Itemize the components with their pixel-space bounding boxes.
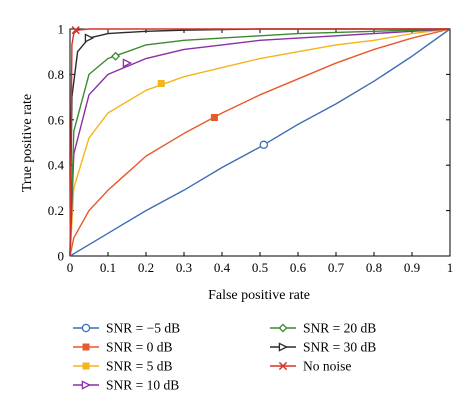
legend-item: SNR = 0 dB xyxy=(73,340,173,355)
legend-label: SNR = 30 dB xyxy=(303,340,376,355)
series-3 xyxy=(69,28,451,257)
x-tick-label: 0.8 xyxy=(366,260,382,275)
legend-marker xyxy=(278,323,288,333)
tick-labels: 0 0.1 0.2 0.3 0.4 0.5 0.6 0.7 0.8 0.9 1 0 0.2 0.4 0.6 0… xyxy=(48,22,454,276)
x-tick-label: 0.7 xyxy=(328,260,345,275)
series-marker xyxy=(122,58,133,68)
legend-label: SNR = 10 dB xyxy=(106,378,179,393)
series-5 xyxy=(69,28,451,257)
legend-marker xyxy=(81,323,91,333)
series-7 xyxy=(69,26,450,257)
y-tick-label: 0.2 xyxy=(48,203,64,218)
series-line xyxy=(69,28,451,257)
series-marker xyxy=(71,26,80,35)
series-layer xyxy=(69,26,451,257)
x-tick-label: 1 xyxy=(447,260,454,275)
legend-label: SNR = −5 dB xyxy=(106,321,180,336)
series-marker xyxy=(157,79,165,87)
legend-item: SNR = 30 dB xyxy=(270,340,376,355)
legend-marker xyxy=(278,342,289,352)
legend-item: SNR = 5 dB xyxy=(73,359,173,374)
y-tick-label: 0 xyxy=(58,249,65,264)
series-marker xyxy=(111,51,121,61)
y-tick-label: 0.8 xyxy=(48,67,64,82)
series-2 xyxy=(69,28,451,257)
x-axis-label: False positive rate xyxy=(208,288,310,303)
series-marker xyxy=(210,114,218,122)
x-tick-label: 0.6 xyxy=(290,260,307,275)
legend-item: No noise xyxy=(270,359,351,374)
legend-marker xyxy=(81,380,92,390)
y-tick-label: 0.4 xyxy=(48,158,65,173)
legend-label: SNR = 20 dB xyxy=(303,321,376,336)
x-tick-label: 0.4 xyxy=(214,260,231,275)
series-line xyxy=(69,28,451,257)
legend-marker xyxy=(82,343,90,351)
series-marker xyxy=(84,33,95,43)
y-tick-label: 1 xyxy=(58,22,65,37)
x-tick-label: 0.9 xyxy=(404,260,420,275)
series-line xyxy=(69,28,451,257)
y-tick-label: 0.6 xyxy=(48,112,65,127)
legend-item: SNR = 10 dB xyxy=(73,378,179,393)
legend-label: No noise xyxy=(303,359,351,374)
x-tick-label: 0.1 xyxy=(100,260,116,275)
legend-item: SNR = −5 dB xyxy=(73,321,180,336)
x-tick-label: 0.2 xyxy=(138,260,154,275)
legend-item: SNR = 20 dB xyxy=(270,321,376,336)
legend-label: SNR = 5 dB xyxy=(106,359,173,374)
series-line xyxy=(69,28,451,257)
legend: SNR = −5 dB SNR = 0 dB SNR = 5 dB SNR = 10 … xyxy=(73,321,376,393)
series-1 xyxy=(69,28,451,257)
series-marker xyxy=(259,140,269,150)
x-tick-label: 0.5 xyxy=(252,260,268,275)
series-line xyxy=(69,28,451,257)
legend-label: SNR = 0 dB xyxy=(106,340,173,355)
x-tick-label: 0.3 xyxy=(176,260,192,275)
series-4 xyxy=(69,28,451,257)
x-tick-label: 0 xyxy=(67,260,74,275)
legend-marker xyxy=(82,362,90,370)
legend-marker xyxy=(278,361,288,371)
y-axis-label: True positive rate xyxy=(20,94,35,192)
series-line xyxy=(69,28,450,257)
